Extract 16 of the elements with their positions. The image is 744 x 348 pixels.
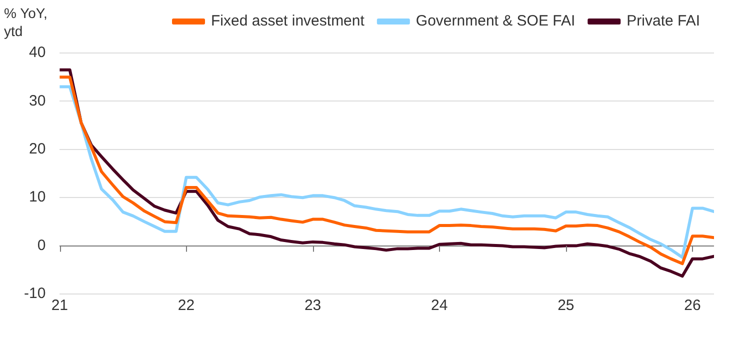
y-tick-label: 40 [28, 44, 46, 62]
y-tick-label: 0 [37, 236, 46, 254]
y-axis-title: % YoY, ytd [4, 4, 48, 40]
y-tick-label: 30 [28, 92, 46, 110]
x-tick-label: 26 [684, 297, 701, 314]
y-tick-label: -10 [24, 285, 46, 302]
legend-label: Government & SOE FAI [416, 12, 576, 30]
y-tick-label: 10 [28, 188, 46, 206]
x-tick-label: 25 [558, 297, 574, 314]
legend-label: Private FAI [626, 12, 700, 30]
x-tick-label: 22 [178, 297, 195, 314]
x-tick-label: 21 [51, 297, 68, 314]
x-tick-label: 23 [304, 297, 322, 314]
x-tick-label: 24 [431, 297, 448, 314]
y-tick-label: 20 [28, 140, 46, 158]
legend-label: Fixed asset investment [211, 12, 366, 30]
